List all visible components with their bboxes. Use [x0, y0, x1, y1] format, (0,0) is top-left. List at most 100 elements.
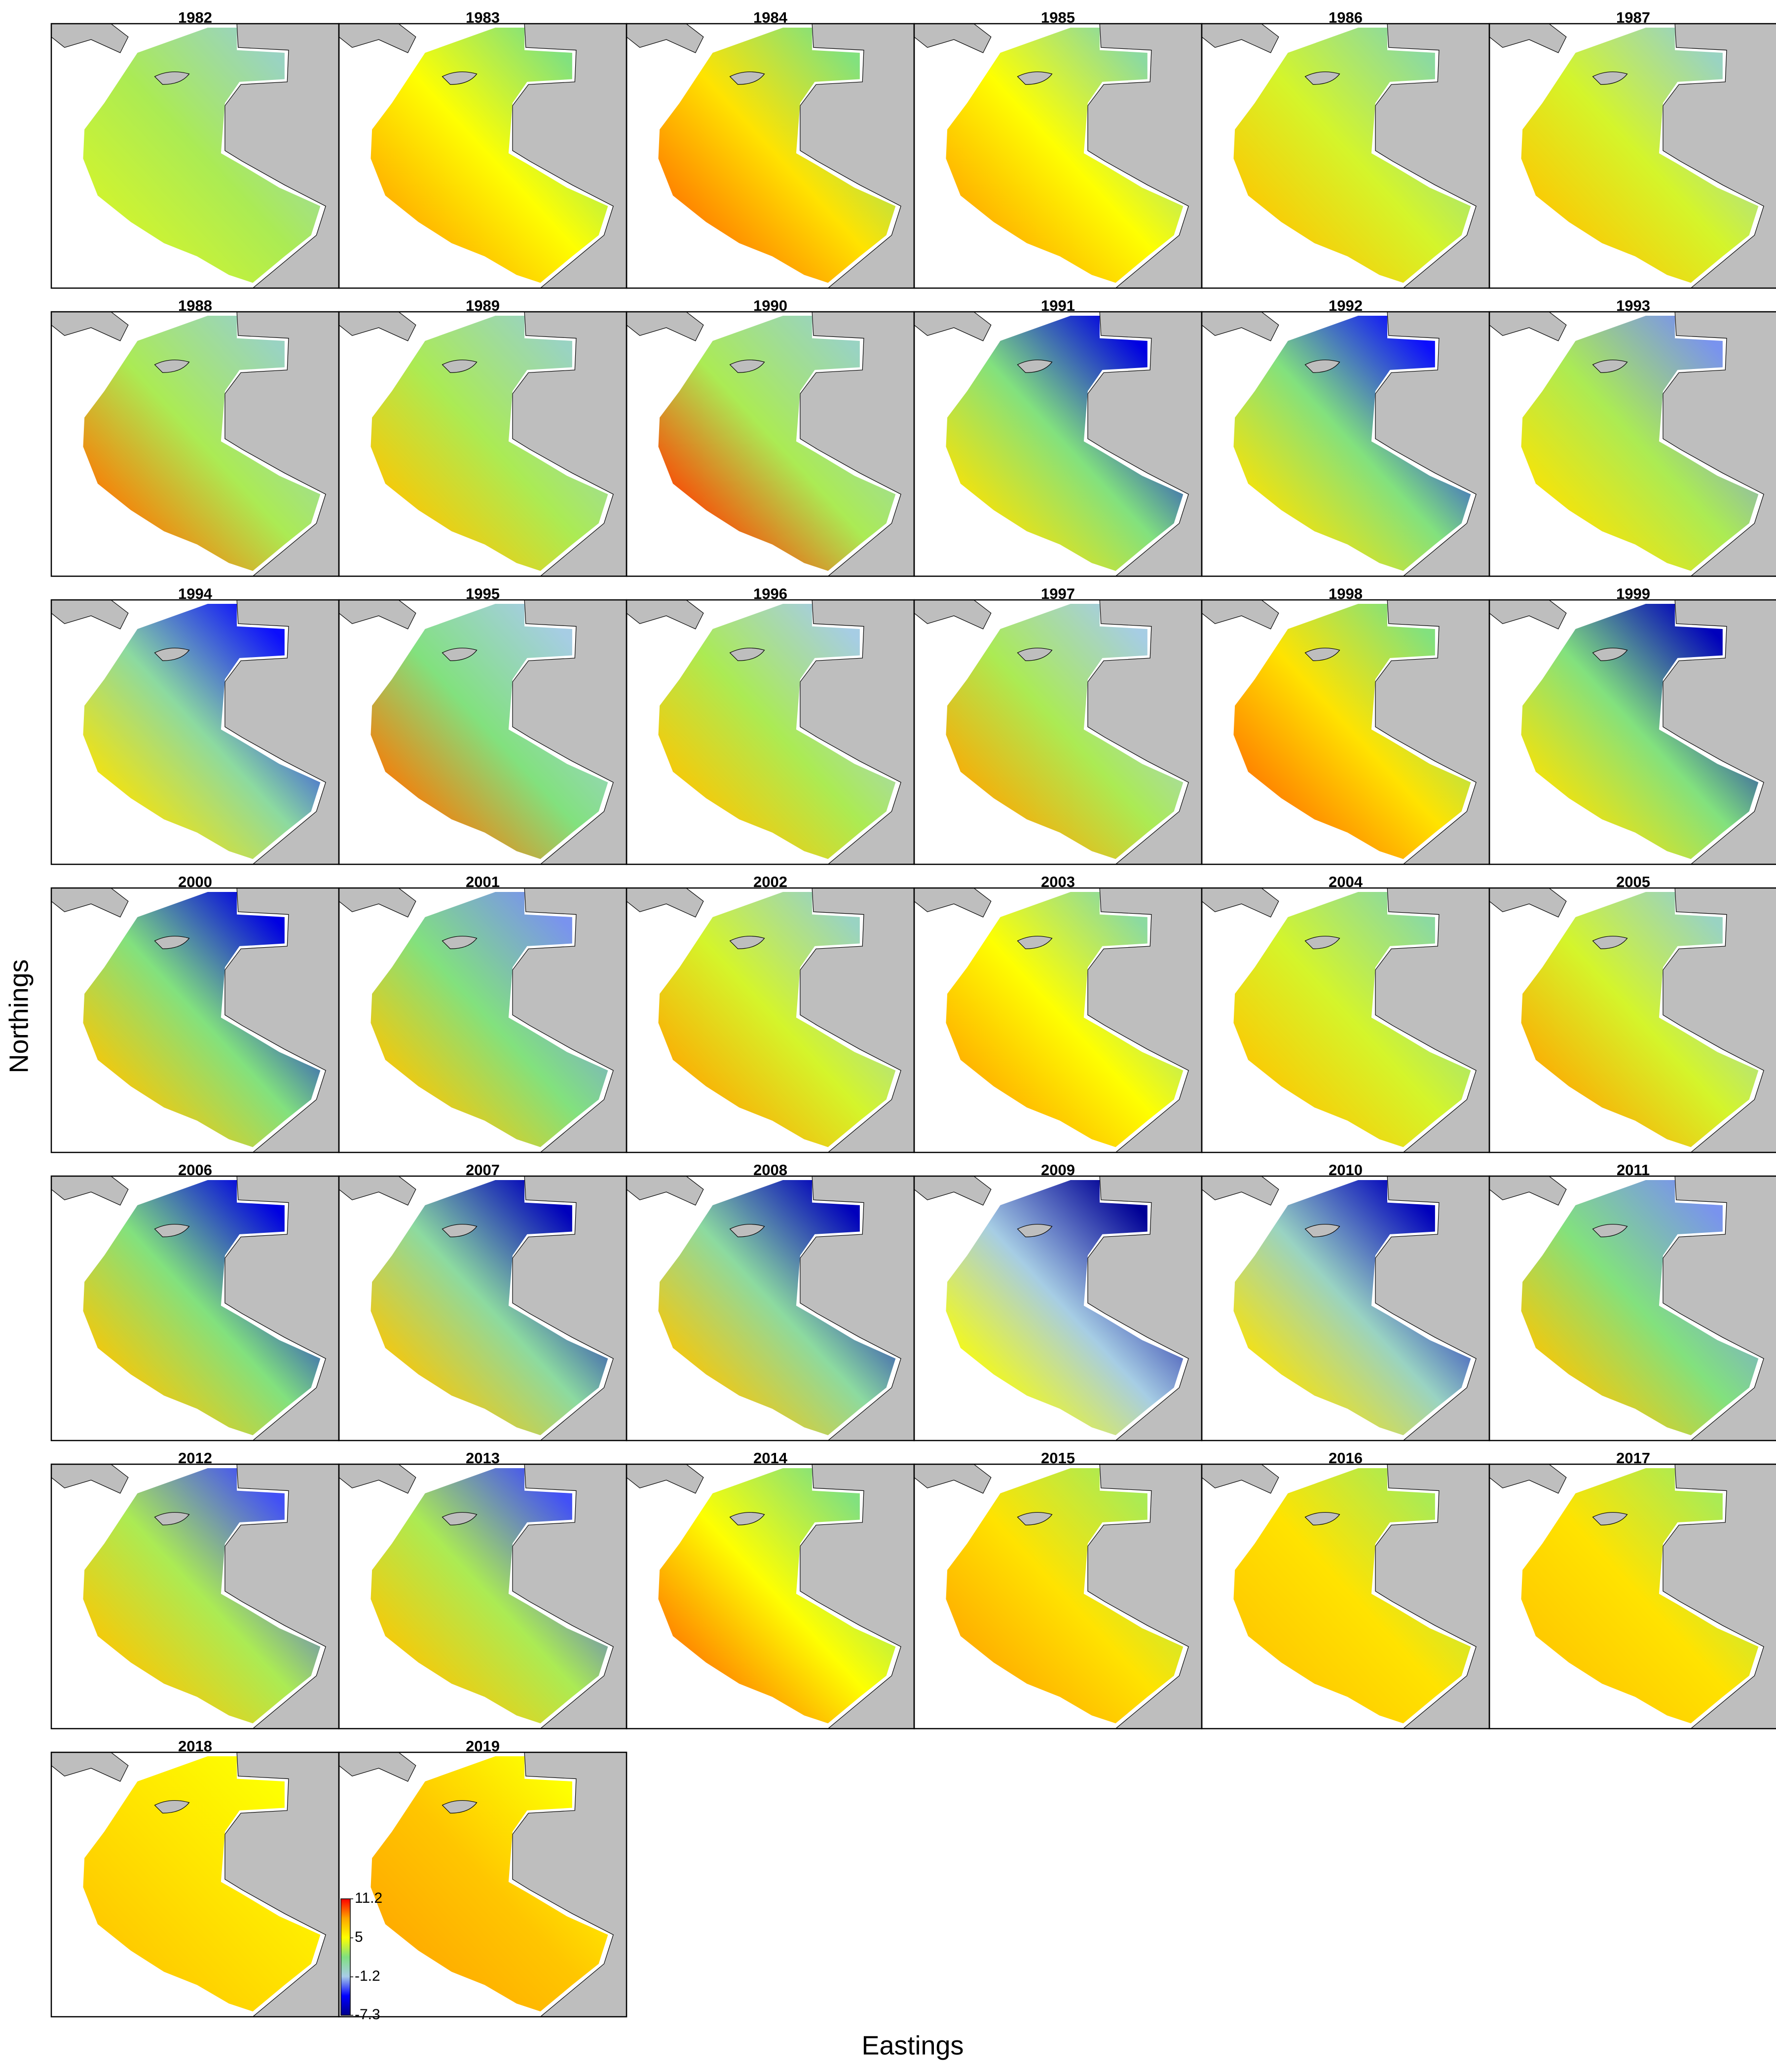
- land-corner: [51, 888, 128, 917]
- island: [730, 1224, 765, 1237]
- panel-frame: [1488, 1175, 1776, 1442]
- temperature-field: [83, 316, 321, 571]
- land-corner: [51, 312, 128, 341]
- panel-frame: [1488, 23, 1776, 289]
- panel: [1489, 600, 1776, 864]
- temperature-field: [370, 316, 608, 571]
- colorbar-tick-label: 11.2: [355, 1890, 382, 1906]
- panel-year: 1988: [178, 297, 212, 314]
- land-corner: [51, 1176, 128, 1205]
- island: [155, 360, 189, 373]
- island: [730, 648, 765, 661]
- panel: [627, 1176, 914, 1441]
- panel: [1489, 312, 1776, 576]
- island: [155, 1224, 189, 1237]
- panel: [914, 24, 1202, 288]
- land-corner: [339, 600, 416, 629]
- island: [443, 1513, 477, 1525]
- panel-year: 2018: [178, 1738, 212, 1755]
- land-corner: [1489, 24, 1566, 53]
- land-corner: [339, 888, 416, 917]
- land-corner: [914, 600, 991, 629]
- colorbar-tick-label: -1.2: [355, 1968, 380, 1984]
- panel: [1202, 312, 1489, 576]
- island: [155, 648, 189, 661]
- panel: [1202, 24, 1489, 288]
- panel: [914, 1464, 1202, 1729]
- temperature-field: [1521, 892, 1759, 1147]
- temperature-field: [83, 1468, 321, 1724]
- panel: [1489, 1176, 1776, 1441]
- temperature-field: [83, 1180, 321, 1436]
- temperature-field: [946, 28, 1184, 283]
- panel-year: 2007: [466, 1161, 500, 1179]
- panel-year: 2003: [1041, 873, 1075, 890]
- panel: [51, 1464, 339, 1729]
- island: [1593, 936, 1628, 949]
- island: [1018, 936, 1052, 949]
- island: [155, 936, 189, 949]
- panel-year: 2008: [753, 1161, 787, 1179]
- panel: [1202, 1176, 1489, 1441]
- land-corner: [51, 24, 128, 53]
- temperature-field: [83, 604, 321, 859]
- land-corner: [339, 1464, 416, 1493]
- land-corner: [914, 1176, 991, 1205]
- land-corner: [627, 600, 703, 629]
- panel-year: 1994: [178, 585, 213, 602]
- island: [1305, 72, 1340, 85]
- panel: [914, 888, 1202, 1152]
- land-corner: [1202, 600, 1279, 629]
- island: [155, 72, 189, 85]
- panel-year: 1997: [1041, 585, 1075, 602]
- temperature-field: [83, 28, 321, 283]
- temperature-field: [1521, 604, 1759, 859]
- panel: [914, 600, 1202, 864]
- temperature-field: [946, 1468, 1184, 1724]
- land-corner: [339, 1752, 416, 1781]
- panel-year: 2002: [753, 873, 787, 890]
- island: [1593, 72, 1628, 85]
- land-corner: [1489, 600, 1566, 629]
- panel: [627, 24, 914, 288]
- island: [1305, 360, 1340, 373]
- island: [155, 1513, 189, 1525]
- y-axis-label: Northings: [4, 959, 34, 1073]
- panel: [339, 312, 627, 576]
- land-corner: [51, 1464, 128, 1493]
- panel-year: 1999: [1616, 585, 1650, 602]
- panel-year: 1996: [753, 585, 787, 602]
- panel-year: 2019: [466, 1738, 500, 1755]
- temperature-field: [1521, 28, 1759, 283]
- panel: [1489, 1464, 1776, 1729]
- panel-year: 1986: [1329, 9, 1363, 26]
- panel-year: 1998: [1329, 585, 1363, 602]
- panel-year: 2012: [178, 1449, 212, 1467]
- panel-frame: [338, 1751, 628, 2018]
- panel: [1202, 888, 1489, 1152]
- panel: [914, 1176, 1202, 1441]
- panel: [51, 1176, 339, 1441]
- island: [443, 1224, 477, 1237]
- panel: [627, 600, 914, 864]
- panel-year: 1990: [753, 297, 787, 314]
- temperature-field: [1233, 892, 1471, 1147]
- panel-year: 2016: [1329, 1449, 1363, 1467]
- panel-year: 2009: [1041, 1161, 1075, 1179]
- land-corner: [1202, 312, 1279, 341]
- panel-year: 1993: [1616, 297, 1650, 314]
- panel: [51, 1752, 339, 2017]
- land-corner: [627, 24, 703, 53]
- temperature-field: [370, 604, 608, 859]
- temperature-field: [946, 1180, 1184, 1436]
- island: [1305, 1224, 1340, 1237]
- temperature-field: [1233, 28, 1471, 283]
- land-corner: [1202, 1176, 1279, 1205]
- panel-year: 2015: [1041, 1449, 1075, 1467]
- island: [1305, 936, 1340, 949]
- island: [1018, 1513, 1052, 1525]
- land-corner: [914, 312, 991, 341]
- temperature-field: [1521, 1180, 1759, 1436]
- land-corner: [1202, 24, 1279, 53]
